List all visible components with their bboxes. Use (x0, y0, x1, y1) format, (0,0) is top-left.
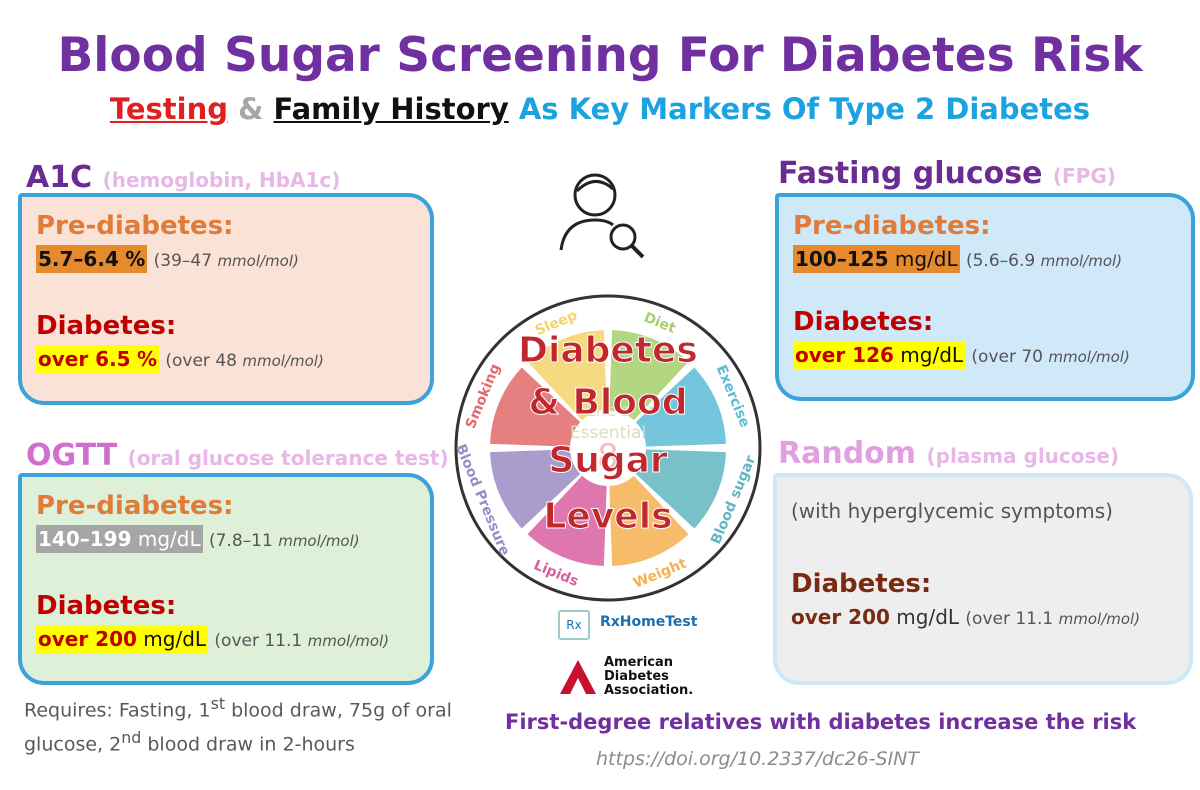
value-unit: mg/dL (137, 527, 201, 551)
pre-value: 100–125 mg/dL (5.6–6.9 mmol/mol) (793, 245, 1177, 273)
diabetes-value: over 200 mg/dL (over 11.1 mmol/mol) (36, 625, 416, 653)
wheel-segment (527, 475, 607, 566)
wheel-segment (527, 330, 607, 421)
overlay-text: & Blood (529, 382, 688, 423)
value-unit: mg/dL (900, 343, 964, 367)
rx-icon: Rx (558, 610, 590, 640)
random-heading: Random (plasma glucose) (778, 436, 1119, 471)
note-unit: mmol/mol) (1040, 252, 1123, 270)
wheel-segment (609, 475, 689, 566)
diabetes-label: Diabetes: (791, 569, 932, 599)
diabetes-value: over 6.5 % (over 48 mmol/mol) (36, 345, 416, 373)
diabetes-value: over 126 mg/dL (over 70 mmol/mol) (793, 341, 1177, 369)
note-unit: mmol/mol) (217, 252, 299, 270)
text: blood draw, 75g of oral glucose, 2 (24, 699, 452, 756)
diabetes-label: Diabetes: (793, 307, 934, 337)
panel-subtitle: (plasma glucose) (926, 444, 1120, 468)
center-text: Essential (570, 423, 646, 443)
subtitle: Testing & Family History As Key Markers … (0, 92, 1200, 126)
value-unit: mg/dL (143, 627, 207, 651)
ogtt-requirements: Requires: Fasting, 1st blood draw, 75g o… (24, 690, 474, 759)
value-num: 100–125 (795, 247, 889, 271)
note: (39–47 (153, 251, 213, 271)
panel-title: A1C (26, 160, 93, 195)
value-num: 140–199 (38, 527, 132, 551)
text: blood draw in 2-hours (141, 733, 355, 756)
note-unit: mmol/mol) (1048, 348, 1130, 366)
wheel-segment (490, 449, 581, 529)
a1c-box: Pre-diabetes: 5.7–6.4 % (39–47 mmol/mol)… (18, 193, 434, 405)
fasting-heading: Fasting glucose (FPG) (778, 156, 1116, 191)
value-num: over 200 (791, 605, 890, 629)
text: Requires: Fasting, 1 (24, 699, 211, 722)
value-num: over 200 (38, 627, 137, 651)
subtitle-rest: As Key Markers Of Type 2 Diabetes (518, 92, 1091, 126)
ogtt-box: Pre-diabetes: 140–199 mg/dL (7.8–11 mmol… (18, 473, 434, 685)
sup: nd (121, 728, 142, 748)
subtitle-amp: & (238, 92, 264, 126)
note: (over 11.1 (965, 609, 1054, 629)
panel-title: Fasting glucose (778, 156, 1043, 191)
value-unit: % (125, 247, 146, 271)
subtitle-testing: Testing (109, 92, 228, 126)
note-unit: mmol/mol) (1058, 610, 1141, 628)
pre-label: Pre-diabetes: (793, 211, 991, 241)
note: (7.8–11 (208, 531, 273, 551)
note-unit: mmol/mol) (242, 352, 324, 370)
value-num: over 126 (795, 343, 894, 367)
overlay-text: Sugar (548, 440, 668, 481)
rx-name: RxHomeTest (600, 614, 698, 630)
wheel-segment (490, 367, 581, 447)
ogtt-heading: OGTT (oral glucose tolerance test) (26, 438, 449, 473)
center-text: Life's (586, 401, 630, 421)
footer-doi: https://doi.org/10.2337/dc26-SINT (596, 748, 919, 770)
pre-label: Pre-diabetes: (36, 211, 234, 241)
value-unit: % (136, 347, 158, 371)
center-text: 8 (597, 437, 619, 477)
value-unit: mg/dL (896, 605, 960, 629)
panel-title: Random (778, 436, 917, 471)
symptoms: (with hyperglycemic symptoms) (791, 499, 1113, 523)
ada-line: American (604, 655, 674, 670)
diabetes-label: Diabetes: (36, 591, 177, 621)
a1c-heading: A1C (hemoglobin, HbA1c) (26, 160, 340, 195)
note: (over 11.1 (214, 631, 303, 651)
note-unit: mmol/mol) (278, 532, 360, 550)
panel-subtitle: (FPG) (1052, 164, 1116, 188)
overlay-text: Diabetes (518, 330, 698, 371)
ada-logo (560, 660, 596, 694)
note: (5.6–6.9 (965, 251, 1036, 271)
note: (over 48 (165, 351, 237, 371)
pre-value: 5.7–6.4 % (39–47 mmol/mol) (36, 245, 416, 273)
value-unit: mg/dL (894, 247, 958, 271)
value-num: over 6.5 (38, 347, 131, 371)
sup: st (210, 694, 226, 713)
note: (over 70 (971, 347, 1043, 367)
value-num: 5.7–6.4 (38, 247, 119, 271)
wheel-segment (635, 449, 726, 529)
footer-note: First-degree relatives with diabetes inc… (505, 710, 1137, 734)
title: Blood Sugar Screening For Diabetes Risk (57, 28, 1143, 83)
panel-subtitle: (hemoglobin, HbA1c) (102, 168, 341, 192)
pre-label: Pre-diabetes: (36, 491, 234, 521)
overlay-text: Levels (543, 496, 672, 537)
panel-subtitle: (oral glucose tolerance test) (127, 446, 449, 470)
wheel-segment (635, 367, 726, 447)
pre-value: 140–199 mg/dL (7.8–11 mmol/mol) (36, 525, 416, 553)
ada-line: Association. (604, 683, 694, 698)
fasting-box: Pre-diabetes: 100–125 mg/dL (5.6–6.9 mmo… (775, 193, 1195, 401)
panel-title: OGTT (26, 438, 118, 473)
subtitle-family: Family History (273, 92, 509, 126)
wheel-segment (609, 330, 689, 421)
person-icon (559, 173, 645, 259)
diabetes-value: over 200 mg/dL (over 11.1 mmol/mol) (791, 605, 1175, 629)
ada-name: American Diabetes Association. (604, 656, 693, 698)
random-box: (with hyperglycemic symptoms) Diabetes: … (773, 473, 1193, 685)
diabetes-label: Diabetes: (36, 311, 177, 341)
ada-line: Diabetes (604, 669, 669, 684)
note-unit: mmol/mol) (307, 632, 390, 650)
